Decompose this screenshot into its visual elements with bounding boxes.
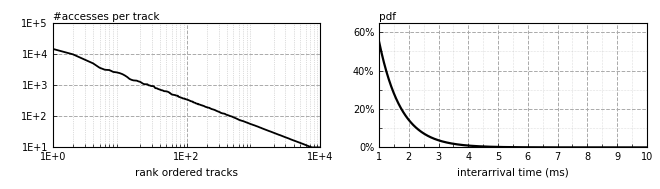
X-axis label: interarrival time (ms): interarrival time (ms) [457, 168, 569, 178]
Text: pdf: pdf [379, 12, 396, 22]
Text: #accesses per track: #accesses per track [53, 12, 159, 22]
X-axis label: rank ordered tracks: rank ordered tracks [135, 168, 238, 178]
